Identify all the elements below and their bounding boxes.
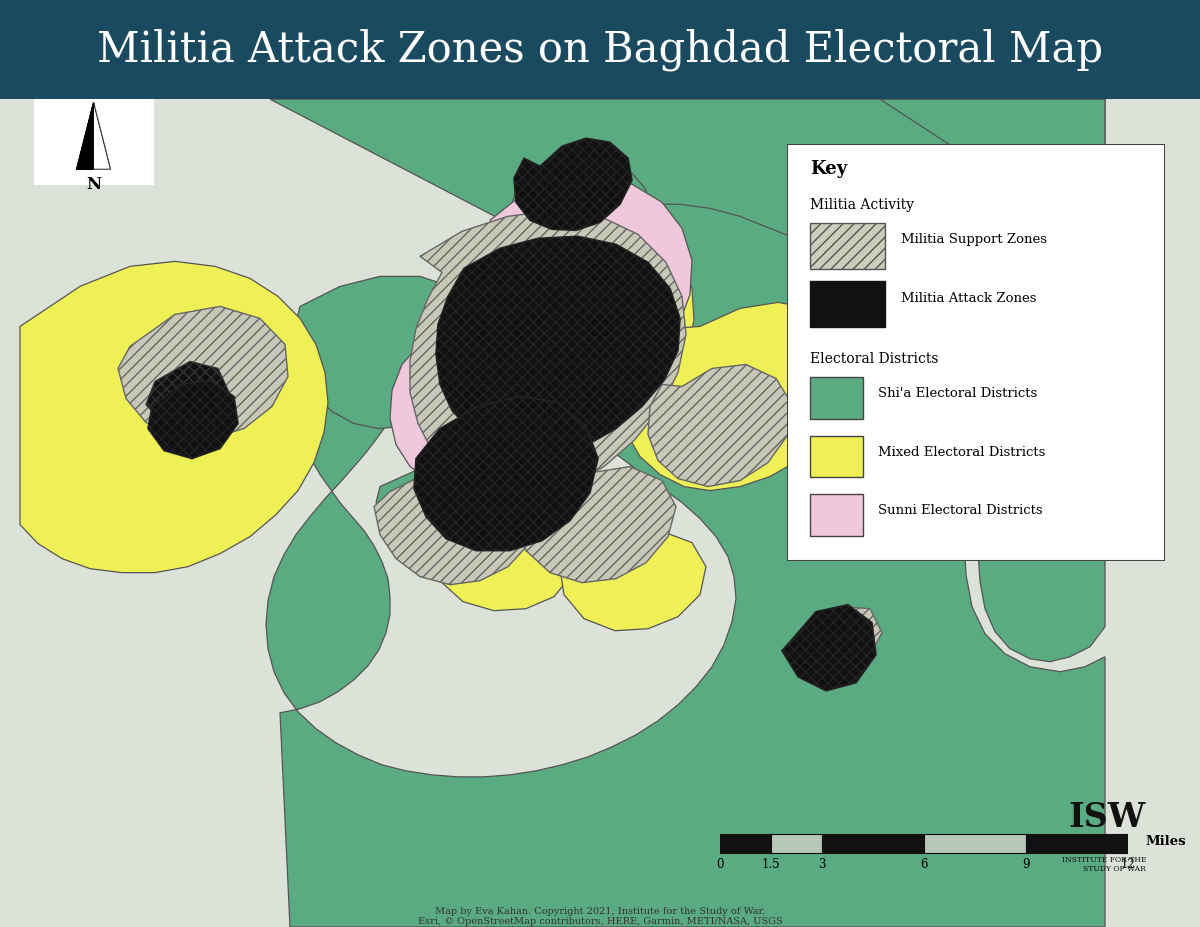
Text: 12: 12	[1121, 858, 1135, 871]
Polygon shape	[295, 276, 480, 428]
Text: 3: 3	[818, 858, 826, 871]
Polygon shape	[118, 307, 288, 438]
Bar	[810, 282, 886, 327]
Text: Shi'a Electoral Districts: Shi'a Electoral Districts	[878, 387, 1037, 400]
Polygon shape	[410, 210, 686, 497]
Polygon shape	[802, 606, 882, 671]
Polygon shape	[374, 461, 542, 585]
Bar	[1026, 833, 1128, 853]
Polygon shape	[620, 302, 854, 490]
Bar	[810, 436, 863, 477]
Text: Militia Activity: Militia Activity	[810, 198, 914, 212]
Polygon shape	[94, 103, 110, 170]
Text: ISW: ISW	[1069, 801, 1146, 834]
Polygon shape	[270, 99, 1105, 282]
Text: Key: Key	[810, 160, 847, 178]
Text: Miles: Miles	[1145, 835, 1186, 848]
Polygon shape	[514, 138, 632, 230]
Polygon shape	[77, 103, 110, 170]
Text: 9: 9	[1022, 858, 1030, 871]
Polygon shape	[516, 466, 676, 583]
Polygon shape	[94, 103, 110, 170]
Polygon shape	[77, 103, 94, 170]
Polygon shape	[77, 103, 94, 170]
Polygon shape	[782, 604, 876, 691]
Polygon shape	[560, 530, 706, 630]
Polygon shape	[880, 99, 1105, 662]
Bar	[772, 833, 822, 853]
Polygon shape	[20, 261, 328, 573]
Polygon shape	[390, 328, 580, 490]
Polygon shape	[376, 468, 468, 539]
Polygon shape	[414, 397, 598, 551]
Bar	[924, 833, 1026, 853]
Bar	[720, 833, 772, 853]
Polygon shape	[438, 521, 572, 611]
Bar	[810, 494, 863, 536]
Bar	[810, 223, 886, 269]
Text: Sunni Electoral Districts: Sunni Electoral Districts	[878, 504, 1043, 517]
Polygon shape	[146, 362, 230, 428]
Text: Mixed Electoral Districts: Mixed Electoral Districts	[878, 446, 1045, 459]
Text: N: N	[86, 176, 101, 193]
Bar	[822, 833, 924, 853]
Polygon shape	[94, 103, 110, 170]
Text: 1.5: 1.5	[762, 858, 780, 871]
Polygon shape	[648, 364, 792, 487]
Polygon shape	[436, 236, 680, 454]
Text: 6: 6	[920, 858, 928, 871]
Polygon shape	[476, 176, 692, 414]
Text: Militia Support Zones: Militia Support Zones	[900, 233, 1046, 247]
Polygon shape	[266, 204, 1106, 927]
Text: Militia Attack Zones on Baghdad Electoral Map: Militia Attack Zones on Baghdad Electora…	[97, 29, 1103, 70]
Polygon shape	[148, 380, 238, 459]
Bar	[810, 377, 863, 419]
Text: Electoral Districts: Electoral Districts	[810, 352, 938, 366]
Text: 0: 0	[716, 858, 724, 871]
Text: INSTITUTE FOR THE
STUDY OF WAR: INSTITUTE FOR THE STUDY OF WAR	[1062, 856, 1146, 873]
Polygon shape	[446, 207, 694, 451]
Text: Militia Attack Zones: Militia Attack Zones	[900, 291, 1036, 305]
Text: Map by Eva Kahan. Copyright 2021, Institute for the Study of War.
Esri, © OpenSt: Map by Eva Kahan. Copyright 2021, Instit…	[418, 907, 782, 926]
